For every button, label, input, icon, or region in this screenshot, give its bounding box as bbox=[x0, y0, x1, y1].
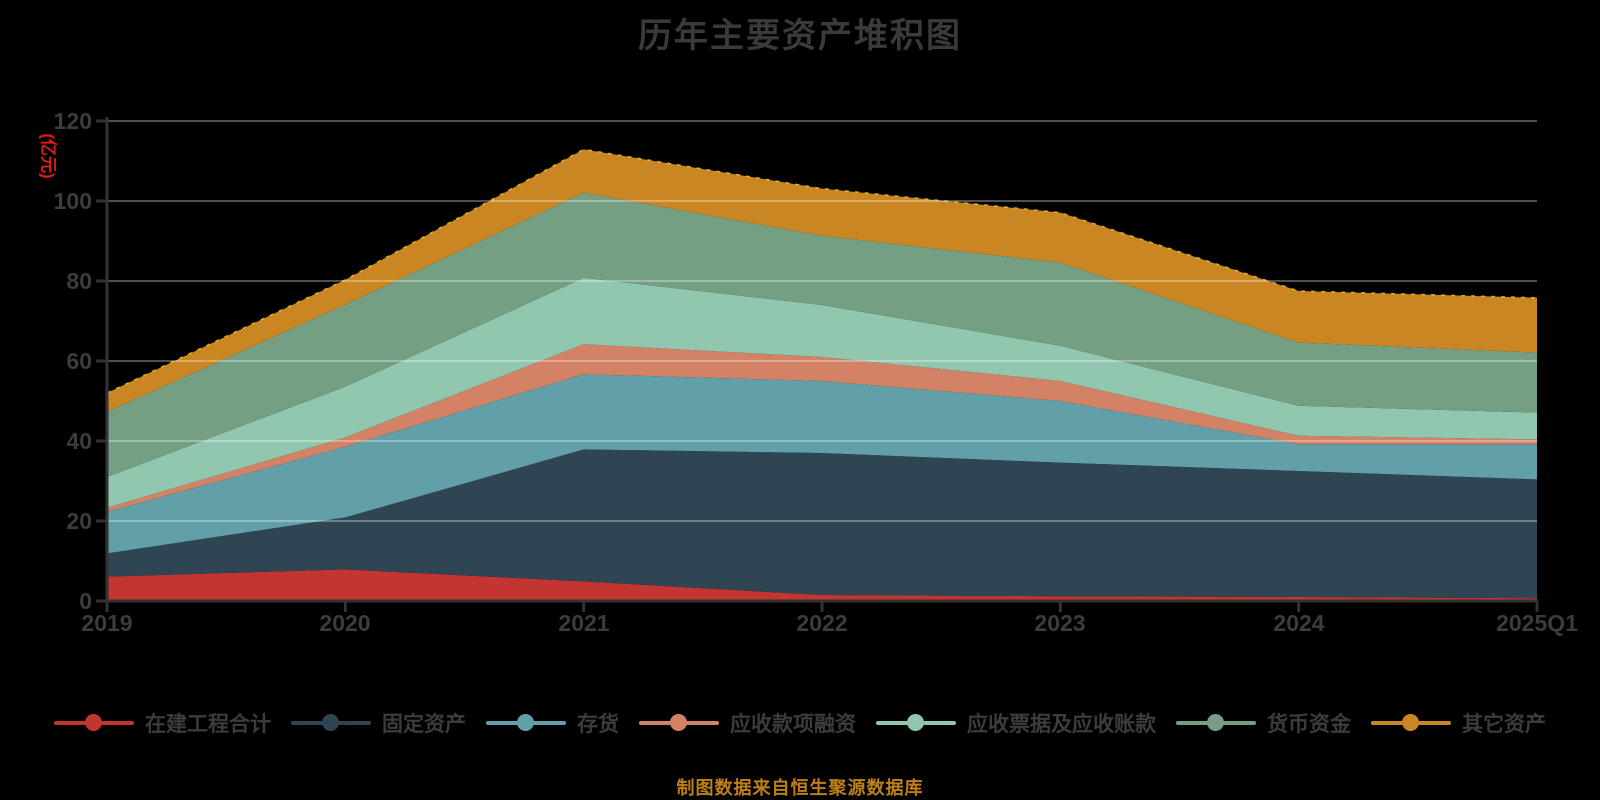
legend-label: 在建工程合计 bbox=[145, 713, 271, 736]
x-tick-label: 2020 bbox=[319, 610, 371, 636]
area-应收票据及应收账款 bbox=[107, 277, 1537, 508]
line-dot-marker-icon bbox=[876, 714, 956, 732]
legend-item-construction-in-progress[interactable]: 在建工程合计 bbox=[54, 708, 271, 738]
legend-item-inventory[interactable]: 存货 bbox=[486, 708, 619, 738]
legend-label: 固定资产 bbox=[382, 713, 466, 736]
x-tick-label: 2019 bbox=[81, 610, 133, 636]
y-tick-label: 120 bbox=[53, 108, 92, 134]
legend-item-fixed-assets[interactable]: 固定资产 bbox=[291, 708, 466, 738]
legend-label: 应收票据及应收账款 bbox=[967, 713, 1156, 736]
line-dot-marker-icon bbox=[54, 714, 134, 732]
chart-title: 历年主要资产堆积图 bbox=[638, 17, 962, 55]
y-tick-label: 100 bbox=[53, 188, 92, 214]
x-tick-label: 2022 bbox=[796, 610, 848, 636]
line-dot-marker-icon bbox=[639, 714, 719, 732]
data-source-note: 制图数据来自恒生聚源数据库 bbox=[676, 778, 924, 798]
area-在建工程合计 bbox=[107, 569, 1537, 601]
legend-item-cash[interactable]: 货币资金 bbox=[1176, 708, 1351, 738]
area-货币资金 bbox=[107, 192, 1537, 477]
legend-item-other-assets[interactable]: 其它资产 bbox=[1371, 708, 1546, 738]
x-tick-label: 2025Q1 bbox=[1496, 610, 1578, 636]
legend-item-receivables-financing[interactable]: 应收款项融资 bbox=[639, 708, 856, 738]
area-其它资产 bbox=[107, 149, 1537, 412]
legend-label: 存货 bbox=[577, 713, 619, 736]
y-tick-label: 20 bbox=[66, 508, 92, 534]
legend-item-notes-and-accounts-receivable[interactable]: 应收票据及应收账款 bbox=[876, 708, 1156, 738]
line-dot-marker-icon bbox=[486, 714, 566, 732]
line-dot-marker-icon bbox=[1371, 714, 1451, 732]
y-tick-label: 0 bbox=[79, 588, 92, 614]
line-dot-marker-icon bbox=[1176, 714, 1256, 732]
line-dot-marker-icon bbox=[291, 714, 371, 732]
x-tick-label: 2021 bbox=[558, 610, 610, 636]
legend-label: 应收款项融资 bbox=[730, 713, 856, 736]
y-axis-unit-label: (亿元) bbox=[38, 133, 58, 179]
area-应收款项融资 bbox=[107, 344, 1537, 512]
legend: 在建工程合计 固定资产 存货 应收款项融资 应收票据及应收账款 货币资金 其它资… bbox=[0, 708, 1600, 738]
y-tick-label: 80 bbox=[66, 268, 92, 294]
legend-label: 货币资金 bbox=[1267, 713, 1351, 736]
legend-label: 其它资产 bbox=[1462, 713, 1546, 736]
x-tick-label: 2023 bbox=[1034, 610, 1086, 636]
y-tick-label: 40 bbox=[66, 428, 92, 454]
stack-total-edge bbox=[106, 148, 1538, 394]
y-tick-label: 60 bbox=[66, 348, 92, 374]
area-存货 bbox=[107, 374, 1537, 554]
x-tick-label: 2024 bbox=[1273, 610, 1325, 636]
area-固定资产 bbox=[107, 449, 1537, 599]
plot-area bbox=[96, 117, 1539, 612]
